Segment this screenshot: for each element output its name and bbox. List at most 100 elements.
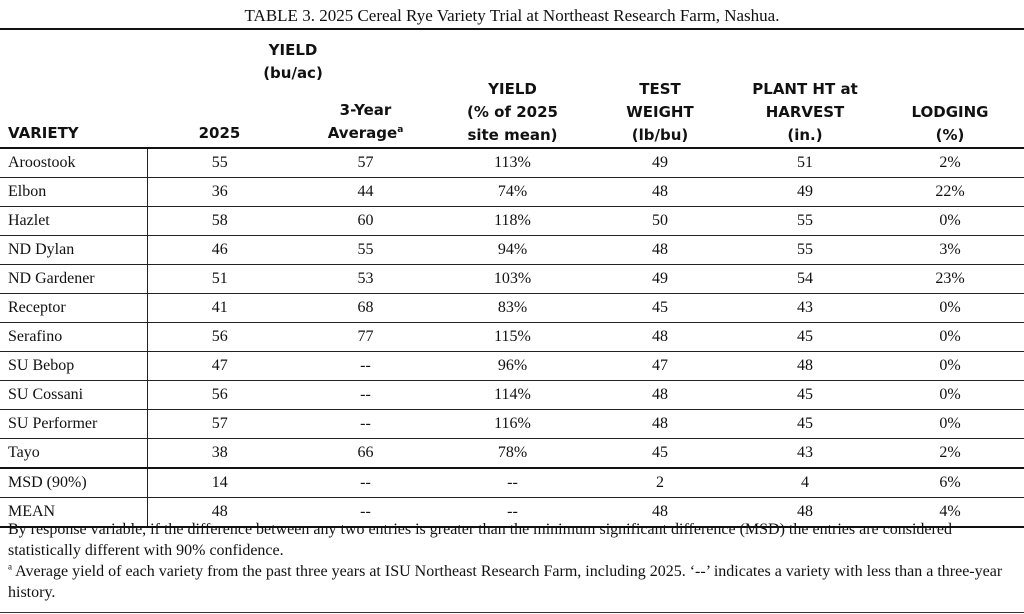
cell-tw: 48 (586, 497, 734, 528)
cell-variety: Aroostook (0, 147, 148, 178)
cell-avg3: 44 (292, 177, 439, 207)
table-row: ND Gardener 51 53 103% 49 54 23% (0, 264, 1024, 294)
cell-pct: 78% (439, 438, 586, 468)
header-plant-height: PLANT HT at HARVEST (in.) (752, 80, 858, 144)
table-row: Serafino 56 77 115% 48 45 0% (0, 322, 1024, 352)
cell-ht: 45 (734, 409, 876, 439)
cell-ht: 55 (734, 235, 876, 265)
cell-avg3: 66 (292, 438, 439, 468)
cell-lodging: 6% (876, 467, 1024, 498)
cell-tw: 47 (586, 351, 734, 381)
cell-ht: 4 (734, 467, 876, 498)
cell-variety: MEAN (0, 497, 148, 528)
cell-avg3: -- (292, 409, 439, 439)
table-row: SU Bebop 47 -- 96% 47 48 0% (0, 351, 1024, 381)
header-yield-group-line1: YIELD (268, 41, 318, 59)
cell-tw: 45 (586, 438, 734, 468)
cell-variety: Tayo (0, 438, 148, 468)
cell-avg3: 60 (292, 206, 439, 236)
cell-avg3: -- (292, 467, 439, 498)
cell-lodging: 0% (876, 409, 1024, 439)
cell-variety: MSD (90%) (0, 467, 148, 498)
cell-ht: 49 (734, 177, 876, 207)
cell-variety: Elbon (0, 177, 148, 207)
cell-ht: 45 (734, 322, 876, 352)
header-test-weight: TEST WEIGHT (lb/bu) (626, 80, 694, 144)
cell-y2025: 41 (147, 293, 292, 323)
header-yield-group: YIELD (bu/ac) (147, 29, 439, 93)
cell-tw: 48 (586, 177, 734, 207)
cell-avg3: 55 (292, 235, 439, 265)
cell-avg3: 77 (292, 322, 439, 352)
cell-y2025: 46 (147, 235, 292, 265)
cell-pct: 103% (439, 264, 586, 294)
cell-tw: 49 (586, 147, 734, 178)
cell-lodging: 4% (876, 497, 1024, 528)
footnote: a Average yield of each variety from the… (8, 561, 1018, 603)
cell-pct: 113% (439, 147, 586, 178)
table-body: Aroostook 55 57 113% 49 51 2% Elbon 36 44 74% 48 49 2… (0, 147, 1024, 528)
table-row: SU Cossani 56 -- 114% 48 45 0% (0, 380, 1024, 410)
msd-note: By response variable, if the difference … (8, 521, 952, 559)
cell-ht: 54 (734, 264, 876, 294)
table-row: Hazlet 58 60 118% 50 55 0% (0, 206, 1024, 236)
cell-pct: 116% (439, 409, 586, 439)
cell-tw: 48 (586, 235, 734, 265)
header-variety: VARIETY (8, 124, 79, 142)
cell-y2025: 36 (147, 177, 292, 207)
cell-y2025: 56 (147, 322, 292, 352)
cell-ht: 55 (734, 206, 876, 236)
cell-tw: 50 (586, 206, 734, 236)
table-notes: By response variable, if the difference … (8, 519, 1018, 603)
cell-lodging: 0% (876, 322, 1024, 352)
cell-variety: SU Performer (0, 409, 148, 439)
stat-row: MSD (90%) 14 -- -- 2 4 6% (0, 467, 1024, 498)
cell-variety: Hazlet (0, 206, 148, 236)
cell-avg3: -- (292, 351, 439, 381)
cell-pct: 115% (439, 322, 586, 352)
cell-tw: 45 (586, 293, 734, 323)
table-row: SU Performer 57 -- 116% 48 45 0% (0, 409, 1024, 439)
cell-ht: 48 (734, 351, 876, 381)
header-yield-group-line2: (bu/ac) (263, 64, 323, 82)
table-header: YIELD (bu/ac) YIELD (% of 2025 site mean… (0, 29, 1024, 148)
cell-avg3: 68 (292, 293, 439, 323)
cell-lodging: 22% (876, 177, 1024, 207)
table-row: Tayo 38 66 78% 45 43 2% (0, 438, 1024, 468)
cell-lodging: 0% (876, 293, 1024, 323)
cell-y2025: 55 (147, 147, 292, 178)
cell-tw: 2 (586, 467, 734, 498)
cell-lodging: 3% (876, 235, 1024, 265)
cell-pct: 94% (439, 235, 586, 265)
cell-y2025: 58 (147, 206, 292, 236)
cell-pct: 118% (439, 206, 586, 236)
cell-lodging: 0% (876, 351, 1024, 381)
header-three-year-average: 3-Year Averagea (327, 101, 404, 142)
cell-tw: 48 (586, 322, 734, 352)
cell-variety: ND Gardener (0, 264, 148, 294)
cell-pct: -- (439, 497, 586, 528)
cell-lodging: 0% (876, 206, 1024, 236)
cell-tw: 49 (586, 264, 734, 294)
cell-pct: 96% (439, 351, 586, 381)
cell-y2025: 57 (147, 409, 292, 439)
cell-variety: Receptor (0, 293, 148, 323)
header-spacer (0, 29, 147, 93)
cell-ht: 45 (734, 380, 876, 410)
cell-ht: 51 (734, 147, 876, 178)
cell-avg3: -- (292, 380, 439, 410)
variety-trial-table: YIELD (bu/ac) YIELD (% of 2025 site mean… (0, 28, 1024, 528)
cell-lodging: 2% (876, 438, 1024, 468)
stat-row: MEAN 48 -- -- 48 48 4% (0, 497, 1024, 528)
cell-y2025: 48 (147, 497, 292, 528)
cell-y2025: 47 (147, 351, 292, 381)
cell-y2025: 56 (147, 380, 292, 410)
cell-y2025: 51 (147, 264, 292, 294)
table-caption: TABLE 3. 2025 Cereal Rye Variety Trial a… (244, 6, 780, 25)
cell-pct: -- (439, 467, 586, 498)
cell-lodging: 23% (876, 264, 1024, 294)
cell-ht: 43 (734, 293, 876, 323)
cell-tw: 48 (586, 380, 734, 410)
cell-y2025: 14 (147, 467, 292, 498)
